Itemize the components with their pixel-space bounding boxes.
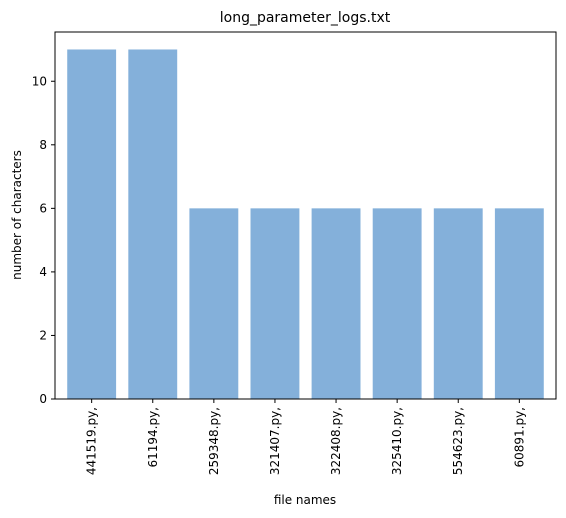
y-tick-label: 4 [39,265,47,279]
x-tick-label: 321407.py, [268,407,282,475]
y-tick-label: 2 [39,328,47,342]
chart-title: long_parameter_logs.txt [220,10,391,26]
bar-8 [494,208,544,399]
y-axis-label: number of characters [10,150,24,280]
bar-2 [128,49,178,399]
y-tick-label: 6 [39,201,47,215]
bar-5 [311,208,361,399]
bar-4 [250,208,300,399]
y-axis: 0 2 4 6 8 10 [32,74,55,406]
x-tick-label: 554623.py, [451,407,465,475]
x-tick-label: 441519.py, [85,407,99,475]
y-tick-label: 0 [39,392,47,406]
x-tick-label: 61194.py, [146,407,160,468]
x-tick-label: 259348.py, [207,407,221,475]
x-axis-label: file names [274,493,336,507]
y-tick-label: 8 [39,138,47,152]
y-tick-label: 10 [32,74,47,88]
x-tick-label: 325410.py, [390,407,404,475]
bar-3 [189,208,239,399]
plot-frame [54,31,557,400]
bar-6 [372,208,422,399]
x-axis: 441519.py, 61194.py, 259348.py, 321407.py, 3… [85,399,526,475]
bar-1 [67,49,117,399]
x-tick-label: 60891.py, [512,407,526,468]
x-tick-label: 322408.py, [329,407,343,475]
bars-group [67,49,544,399]
bar-7 [433,208,483,399]
